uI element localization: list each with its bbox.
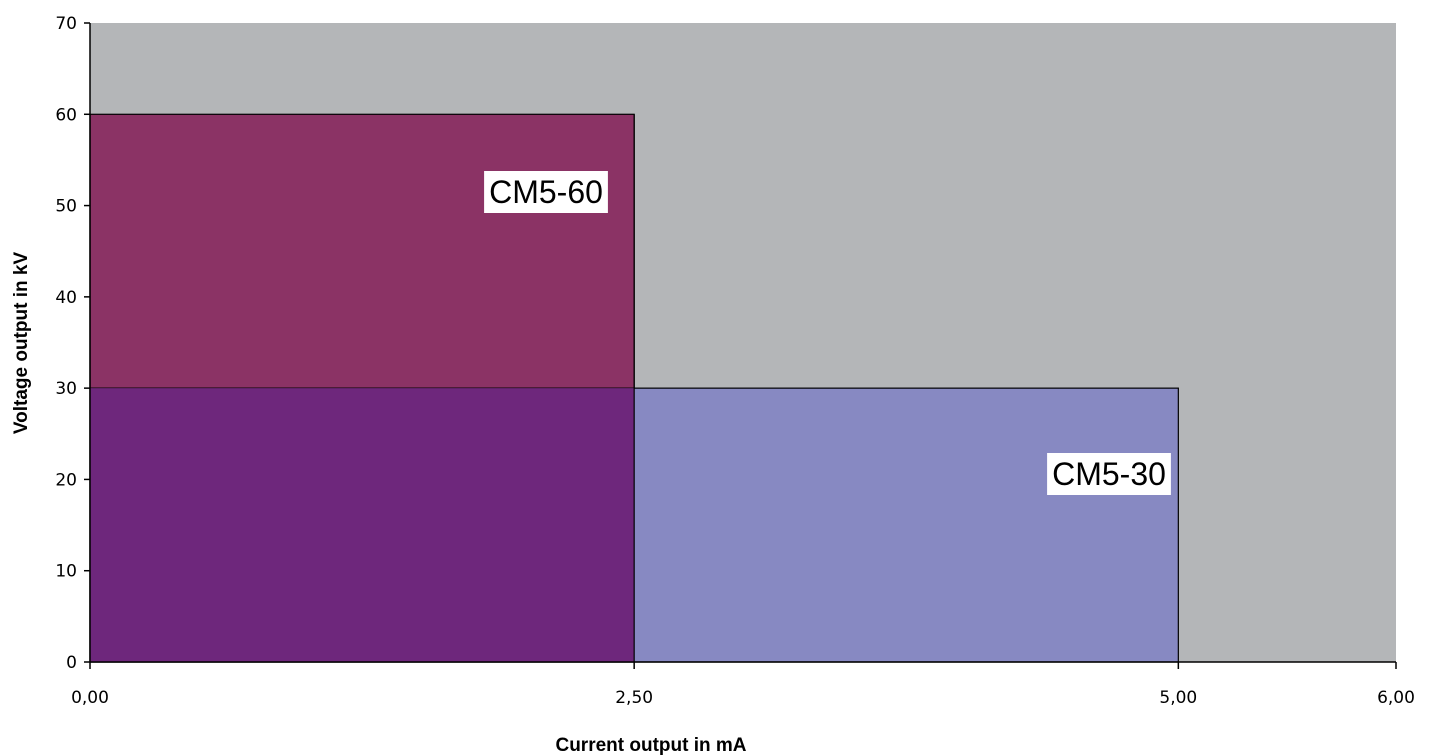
region-label-cm5-30: CM5-30 <box>1047 453 1171 495</box>
y-tick-label: 50 <box>55 197 77 217</box>
y-tick-label: 40 <box>55 288 77 308</box>
x-tick-label: 2,50 <box>615 688 653 708</box>
y-axis-title: Voltage output in kV <box>11 252 32 435</box>
region-label-text: CM5-60 <box>489 174 603 210</box>
region-label-box <box>1047 453 1171 495</box>
y-tick-label: 30 <box>55 379 77 399</box>
y-tick-label: 20 <box>55 470 77 490</box>
y-tick-label: 10 <box>55 562 77 582</box>
region-label-cm5-60: CM5-60 <box>484 171 608 213</box>
region-label-box <box>484 171 608 213</box>
region-label-text: CM5-30 <box>1052 456 1166 492</box>
x-axis-title: Current output in mA <box>555 735 746 756</box>
region-overlap <box>90 388 635 662</box>
y-tick-label: 60 <box>55 105 77 125</box>
region-labels-layer: CM5-60 CM5-30 <box>484 171 1171 495</box>
axes-layer: 0 10 20 30 40 50 60 70 0,00 2,50 5,00 6,00 <box>55 14 1415 708</box>
y-tick-label: 0 <box>66 653 77 673</box>
y-tick-label: 70 <box>55 14 77 34</box>
x-tick-label: 0,00 <box>71 688 109 708</box>
x-tick-label: 6,00 <box>1377 688 1415 708</box>
x-tick-label: 5,00 <box>1159 688 1197 708</box>
